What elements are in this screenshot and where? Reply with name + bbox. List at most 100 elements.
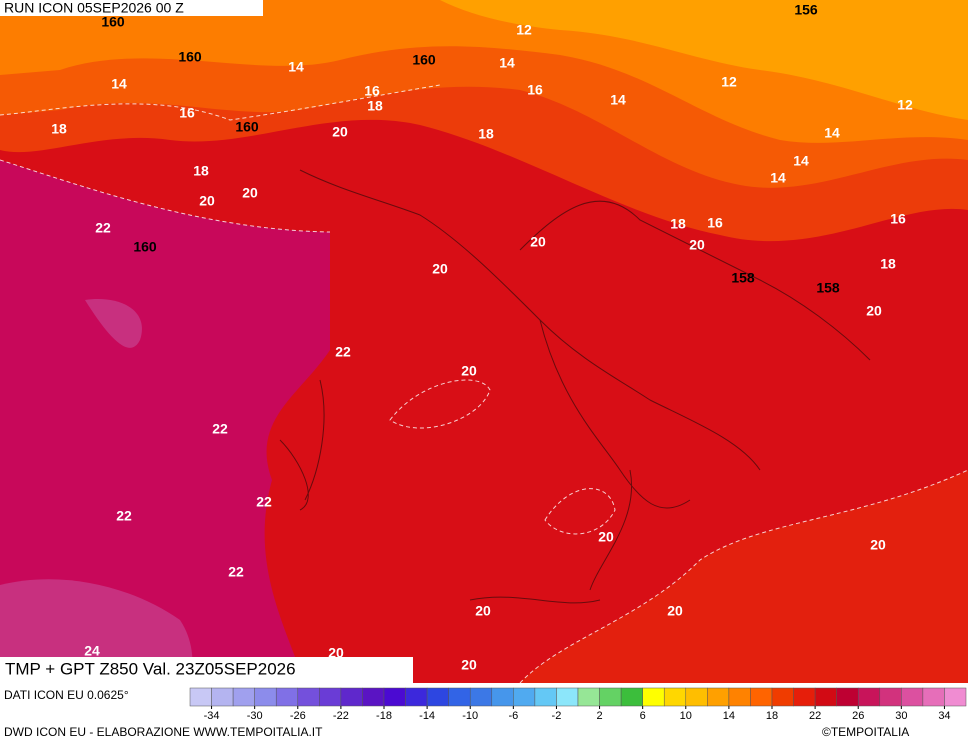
colorbar-swatch [319, 687, 342, 707]
colorbar-swatch [534, 687, 557, 707]
colorbar-swatch [340, 687, 363, 707]
contour-label: 24 [84, 643, 100, 659]
colorbar-tick-label: -26 [290, 710, 306, 722]
colorbar-swatch [254, 687, 277, 707]
colorbar-swatch [211, 687, 234, 707]
colorbar-tick-label: -22 [333, 710, 349, 722]
contour-label: 12 [897, 97, 913, 113]
contour-label: 16 [364, 83, 380, 99]
contour-label: 160 [101, 14, 125, 30]
colorbar-tick-label: 30 [895, 710, 907, 722]
contour-label: 160 [235, 119, 259, 135]
contour-label: 158 [731, 270, 755, 286]
colorbar-swatch [405, 687, 428, 707]
colorbar-tick-label: 10 [680, 710, 692, 722]
contour-label: 20 [199, 193, 215, 209]
contour-label: 14 [111, 76, 127, 92]
contour-label: 22 [228, 564, 244, 580]
colorbar-swatch [879, 687, 902, 707]
colorbar-tick-label: -18 [376, 710, 392, 722]
colorbar-tick-label: 2 [596, 710, 602, 722]
colorbar-swatch [922, 687, 945, 707]
colorbar-swatch [275, 687, 299, 707]
colorbar-tick-label: -2 [552, 710, 562, 722]
colorbar-swatch [383, 687, 406, 707]
colorbar-swatch [944, 687, 967, 707]
colorbar-swatch [491, 687, 514, 707]
contour-label: 18 [478, 126, 494, 142]
colorbar-tick-label: -14 [419, 710, 435, 722]
contour-label: 158 [816, 280, 840, 296]
colorbar-swatch [362, 687, 385, 707]
contour-label: 14 [499, 55, 515, 71]
contour-label: 16 [707, 215, 723, 231]
colorbar-swatch [232, 687, 255, 707]
colorbar-swatch [750, 687, 773, 707]
map-field [0, 0, 968, 684]
contour-label: 160 [412, 52, 436, 68]
colorbar-swatch [836, 687, 859, 707]
contour-label: 20 [475, 603, 491, 619]
field-10-12 [440, 0, 968, 120]
contour-label: 14 [793, 153, 809, 169]
run-label: RUN ICON 05SEP2026 00 Z [4, 0, 184, 16]
colorbar-swatch [556, 687, 579, 707]
colorbar-swatch [793, 687, 816, 707]
credit-label: DWD ICON EU - ELABORAZIONE WWW.TEMPOITAL… [4, 725, 323, 739]
colorbar-swatch [448, 687, 471, 707]
colorbar: -34 -30 -26 -22 -18 -14 -10 -6 -2 2 6 10 14 18 22 26 30 3… [189, 687, 967, 722]
colorbar-tick-label: 6 [640, 710, 646, 722]
contour-label: 20 [328, 645, 344, 661]
colorbar-tick-label: 34 [938, 710, 950, 722]
contour-label: 18 [880, 256, 896, 272]
colorbar-tick-label: -30 [247, 710, 263, 722]
contour-label: 20 [432, 261, 448, 277]
contour-label: 156 [794, 2, 818, 18]
contour-label: 20 [689, 237, 705, 253]
contour-label: 20 [242, 185, 258, 201]
contour-label: 20 [870, 537, 886, 553]
contour-label: 16 [179, 105, 195, 121]
colorbar-swatch [771, 687, 794, 707]
contour-label: 14 [610, 92, 626, 108]
contour-label: 14 [824, 125, 840, 141]
colorbar-swatch [620, 687, 643, 707]
contour-label: 20 [667, 603, 683, 619]
contour-label: 20 [461, 657, 477, 673]
title-box [0, 657, 413, 683]
contour-label: 22 [335, 344, 351, 360]
colorbar-swatch [857, 687, 881, 707]
field-24-26 [85, 299, 142, 348]
copyright-label: ©TEMPOITALIA [822, 725, 909, 739]
contour-label: 14 [770, 170, 786, 186]
contour-label: 18 [193, 163, 209, 179]
colorbar-tick-label: 22 [809, 710, 821, 722]
colorbar-swatch [814, 687, 837, 707]
colorbar-tick-label: 14 [723, 710, 735, 722]
contour-label: 160 [178, 49, 202, 65]
header-box [0, 0, 263, 16]
contour-label: 20 [530, 234, 546, 250]
contour-label: 12 [721, 74, 737, 90]
colorbar-tick-label: 18 [766, 710, 778, 722]
contour-label: 20 [332, 124, 348, 140]
field-22-24 [0, 160, 330, 683]
contour-label: 18 [367, 98, 383, 114]
contour-label: 16 [890, 211, 906, 227]
contour-label: 20 [461, 363, 477, 379]
colorbar-swatch [469, 687, 493, 707]
contour-label: 22 [116, 508, 132, 524]
colorbar-tick-label: 26 [852, 710, 864, 722]
isotherm [0, 84, 968, 684]
colorbar-swatch [426, 687, 449, 707]
colorbar-tick-label: -34 [204, 710, 220, 722]
colorbar-swatch [599, 687, 622, 707]
contour-label: 160 [133, 239, 157, 255]
contour-label: 18 [670, 216, 686, 232]
contour-label: 14 [288, 59, 304, 75]
colorbar-swatch [707, 687, 730, 707]
colorbar-swatch [642, 687, 665, 707]
contour-label: 16 [527, 82, 543, 98]
